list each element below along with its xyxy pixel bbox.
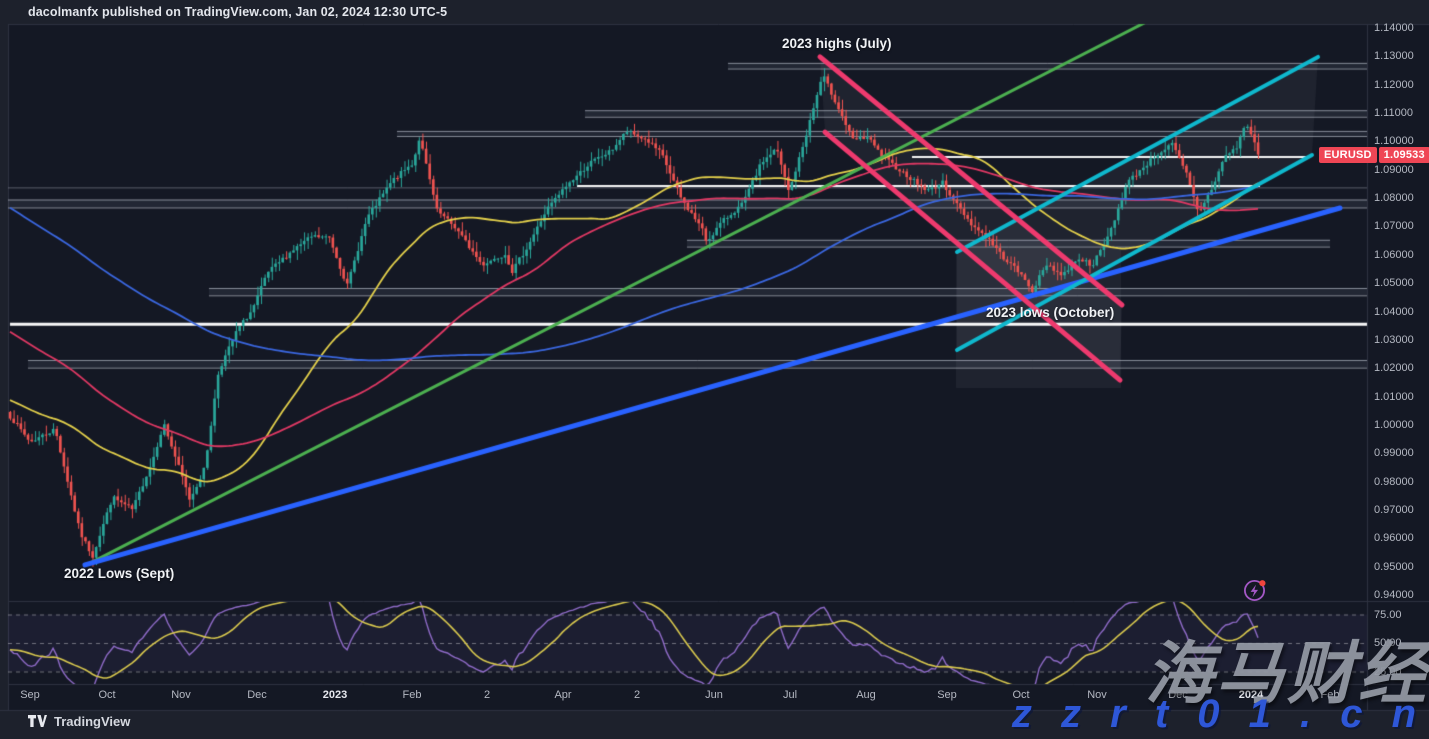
price-tick-label: 1.12000 — [1374, 78, 1414, 91]
price-tick-label: 1.05000 — [1374, 277, 1414, 290]
rsi-tick-label: 50.00 — [1374, 637, 1402, 649]
price-tick-label: 1.10000 — [1374, 135, 1414, 148]
price-tick-label: 1.00000 — [1374, 418, 1414, 431]
time-tick-label: 2 — [633, 689, 641, 701]
time-tick-label: Dec — [247, 689, 267, 701]
time-tick-label: Oct — [1012, 689, 1030, 701]
time-tick-label: 2024 — [1238, 689, 1264, 701]
tradingview-brand-text: TradingView — [54, 714, 131, 729]
time-tick-label: 2023 — [322, 689, 348, 701]
price-tick-label: 1.14000 — [1374, 22, 1414, 34]
annotation-2022-lows[interactable]: 2022 Lows (Sept) — [64, 566, 175, 581]
price-tick-label: 1.13000 — [1374, 50, 1414, 63]
time-tick-label: Oct — [98, 689, 116, 701]
last-price-label: 1.09533 — [1378, 146, 1429, 163]
price-tick-label: 0.97000 — [1374, 503, 1414, 516]
tradingview-footer[interactable]: TradingView — [28, 714, 130, 729]
time-tick-label: Dec — [1168, 689, 1188, 701]
price-tick-label: 1.08000 — [1374, 192, 1414, 205]
watermark-site: z z r t 0 1 . c n — [1011, 692, 1425, 736]
price-tick-label: 0.94000 — [1374, 589, 1414, 601]
annotation-2023-lows[interactable]: 2023 lows (October) — [986, 305, 1115, 320]
price-tick-label: 1.07000 — [1374, 220, 1414, 233]
price-tick-label: 1.03000 — [1374, 333, 1414, 346]
price-tick-label: 0.99000 — [1374, 447, 1414, 460]
symbol-label: EURUSD — [1319, 146, 1377, 163]
time-tick-label: Nov — [171, 689, 191, 701]
price-tick-label: 1.11000 — [1374, 107, 1413, 120]
annotation-2023-highs[interactable]: 2023 highs (July) — [782, 36, 892, 51]
price-tick-label: 1.01000 — [1374, 390, 1414, 403]
time-tick-label: Nov — [1087, 689, 1107, 701]
watermark-chinese: 海马财经 — [1144, 636, 1429, 712]
tradingview-logo-icon — [28, 714, 47, 727]
time-tick-label: Feb — [1320, 689, 1340, 701]
boost-icon[interactable] — [1241, 576, 1269, 604]
price-tick-label: 1.02000 — [1374, 362, 1414, 375]
time-tick-label: Sep — [937, 689, 957, 701]
time-tick-label: Apr — [554, 689, 572, 701]
last-price-badge: EURUSD 1.09533 — [1319, 146, 1429, 163]
publish-byline: dacolmanfx published on TradingView.com,… — [28, 5, 448, 19]
time-tick-label: Feb — [402, 689, 422, 701]
time-tick-label: Aug — [856, 689, 876, 701]
time-tick-label: 2 — [483, 689, 491, 701]
rsi-tick-label: 25.00 — [1374, 665, 1402, 678]
rsi-tick-label: 75.00 — [1374, 608, 1402, 621]
price-tick-label: 0.98000 — [1374, 475, 1414, 488]
time-tick-label: Jun — [705, 689, 723, 701]
price-tick-label: 1.04000 — [1374, 305, 1414, 318]
price-tick-label: 1.06000 — [1374, 248, 1414, 261]
price-tick-label: 0.95000 — [1374, 560, 1414, 573]
time-tick-label: Jul — [782, 689, 798, 701]
time-tick-label: Sep — [20, 689, 40, 701]
price-tick-label: 0.96000 — [1374, 532, 1414, 545]
price-tick-label: 1.09000 — [1374, 163, 1414, 176]
